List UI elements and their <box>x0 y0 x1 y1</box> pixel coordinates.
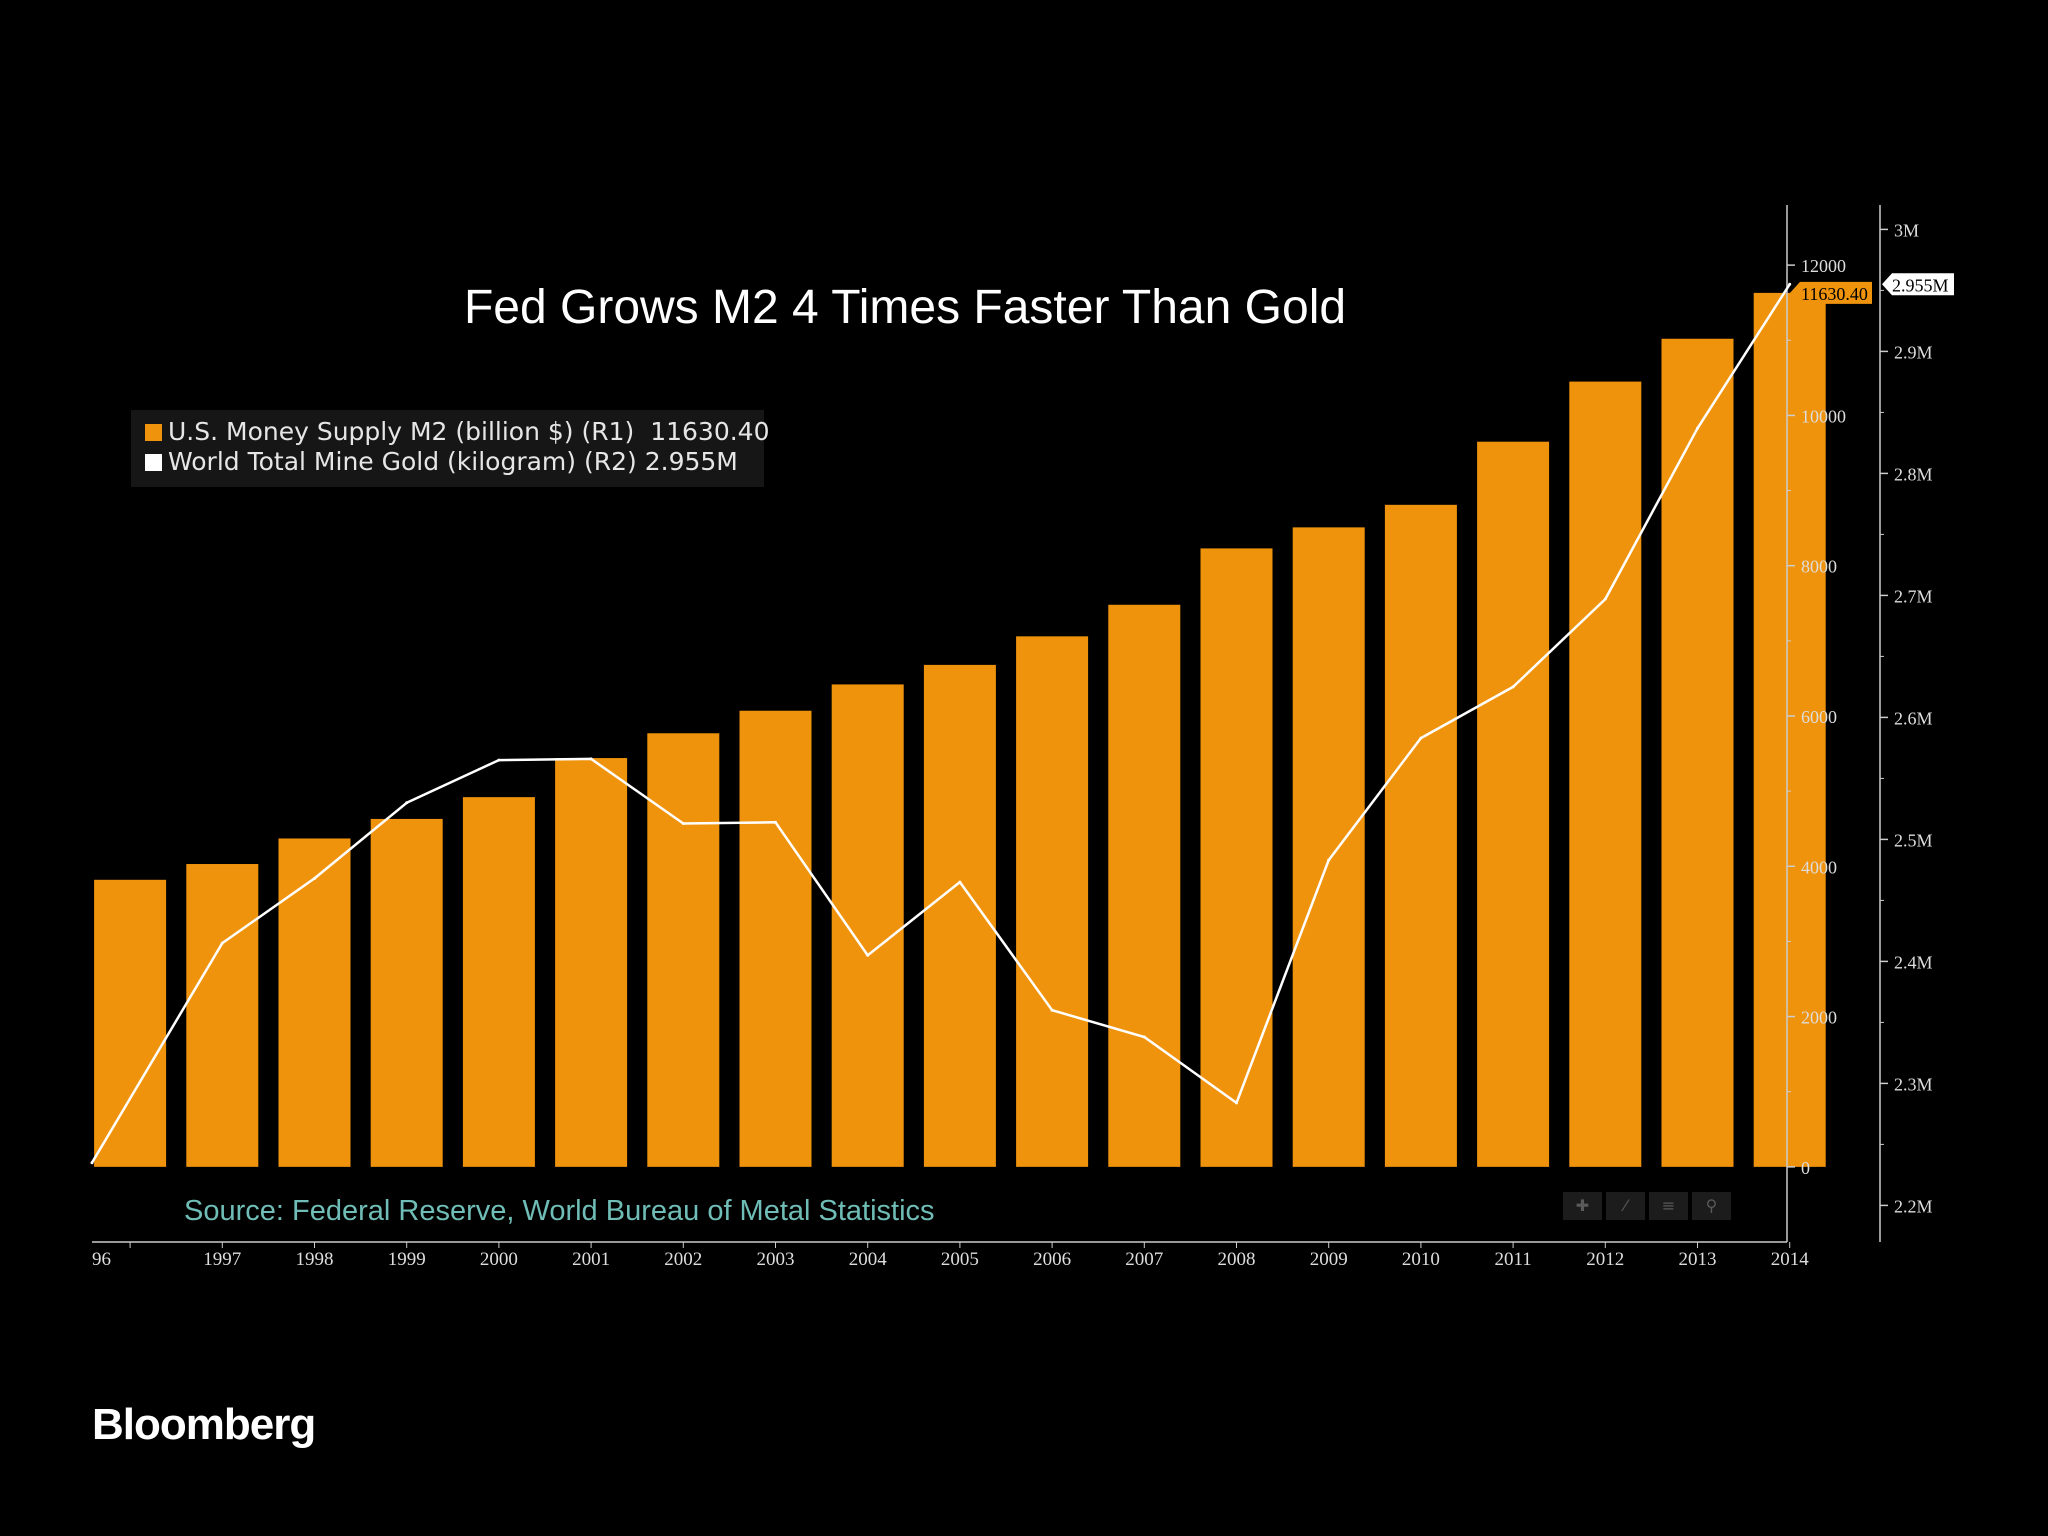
r2-tick-label-3M: 3M <box>1894 220 1919 240</box>
legend-value-gold: 2.955M <box>644 447 738 476</box>
x-tick-label-2012: 2012 <box>1586 1249 1624 1270</box>
r2-last-value-flag <box>1882 273 1954 296</box>
x-tick-label-2004: 2004 <box>849 1249 888 1270</box>
x-tick-label-2009: 2009 <box>1310 1249 1348 1270</box>
bar-m2-2000 <box>462 797 535 1167</box>
x-tick-label-2010: 2010 <box>1402 1249 1440 1270</box>
legend-item-gold: World Total Mine Gold (kilogram) (R2) 2.… <box>145 447 738 477</box>
legend-swatch-m2 <box>145 424 162 441</box>
bar-m2-2003 <box>739 710 812 1167</box>
r2-tick-label-2.7M: 2.7M <box>1894 586 1933 606</box>
r2-tick-label-2.5M: 2.5M <box>1894 830 1933 850</box>
x-tick-label-2013: 2013 <box>1679 1249 1717 1270</box>
legend-value-m2: 11630.40 <box>650 417 770 446</box>
x-tick-label-2003: 2003 <box>757 1249 795 1270</box>
r2-tick-label-2.2M: 2.2M <box>1894 1196 1933 1216</box>
annotate-icon[interactable]: ⁄ <box>1606 1192 1645 1220</box>
bar-m2-2001 <box>555 758 628 1167</box>
x-tick-label-1997: 1997 <box>203 1249 241 1270</box>
x-tick-label-96: 96 <box>92 1249 111 1270</box>
x-tick-label-2014: 2014 <box>1771 1249 1810 1270</box>
source-note: Source: Federal Reserve, World Bureau of… <box>184 1195 935 1227</box>
r2-tick-label-2.6M: 2.6M <box>1894 708 1933 728</box>
crosshair-icon[interactable]: ✚ <box>1563 1192 1602 1220</box>
legend-label-m2: U.S. Money Supply M2 (billion $) (R1) <box>168 417 635 446</box>
legend: U.S. Money Supply M2 (billion $) (R1) 11… <box>131 410 770 487</box>
chart-title: Fed Grows M2 4 Times Faster Than Gold <box>463 281 1347 334</box>
r1-tick-label-8000: 8000 <box>1801 557 1837 577</box>
x-tick-label-2005: 2005 <box>941 1249 979 1270</box>
legend-swatch-gold <box>145 454 162 471</box>
bar-m2-1998 <box>278 838 351 1167</box>
point-gold-2013 <box>1696 426 1699 430</box>
x-tick-label-2001: 2001 <box>572 1249 610 1270</box>
r2-tick-label-2.4M: 2.4M <box>1894 952 1933 972</box>
x-tick-label-1999: 1999 <box>388 1249 426 1270</box>
r1-tick-label-10000: 10000 <box>1801 406 1846 426</box>
bar-m2-96 <box>94 879 167 1167</box>
list-icon[interactable]: ≡ <box>1649 1192 1688 1220</box>
point-gold-2012 <box>1603 597 1607 601</box>
point-gold-2004 <box>866 953 870 957</box>
point-gold-2014 <box>1788 282 1792 286</box>
bloomberg-logo: Bloomberg <box>92 1400 316 1449</box>
bar-m2-2014 <box>1753 292 1826 1167</box>
bar-m2-2008 <box>1200 548 1273 1167</box>
r2-tick-label-2.3M: 2.3M <box>1894 1074 1933 1094</box>
point-gold-2003 <box>774 820 777 824</box>
point-gold-2001 <box>589 757 593 761</box>
bar-m2-2002 <box>647 733 720 1167</box>
zoom-icon[interactable]: ⚲ <box>1692 1192 1731 1220</box>
point-gold-2008 <box>1235 1101 1238 1105</box>
point-gold-2000 <box>497 758 501 762</box>
r1-tick-label-2000: 2000 <box>1801 1008 1837 1028</box>
legend-item-m2: U.S. Money Supply M2 (billion $) (R1) 11… <box>145 417 770 447</box>
point-gold-2006 <box>1050 1008 1054 1012</box>
bar-m2-2009 <box>1292 527 1365 1167</box>
bar-m2-2004 <box>831 684 904 1167</box>
point-gold-1997 <box>220 941 224 945</box>
point-gold-1999 <box>405 801 409 805</box>
point-gold-2011 <box>1511 685 1515 689</box>
point-gold-2002 <box>681 822 685 826</box>
bar-m2-1999 <box>370 818 443 1167</box>
bar-m2-2012 <box>1569 381 1642 1167</box>
bar-m2-2006 <box>1016 636 1089 1167</box>
chart-toolbar: ✚ ⁄ ≡ ⚲ <box>1563 1192 1731 1220</box>
x-tick-label-2000: 2000 <box>480 1249 518 1270</box>
bar-m2-2010 <box>1384 504 1457 1167</box>
x-tick-label-2007: 2007 <box>1125 1249 1163 1270</box>
r2-last-value-label: 2.955M <box>1892 275 1949 295</box>
bar-m2-2007 <box>1108 604 1181 1167</box>
point-gold-1998 <box>313 876 316 880</box>
point-gold-2010 <box>1419 736 1423 740</box>
r2-tick-label-2.9M: 2.9M <box>1894 342 1933 362</box>
r2-tick-label-2.8M: 2.8M <box>1894 464 1933 484</box>
r1-last-value-label: 11630.40 <box>1801 284 1868 304</box>
point-gold-2009 <box>1327 858 1331 862</box>
legend-label-gold: World Total Mine Gold (kilogram) (R2) <box>168 447 637 476</box>
r1-last-value-flag <box>1790 281 1872 304</box>
point-gold-96 <box>90 1161 94 1165</box>
point-gold-2005 <box>958 880 962 884</box>
r1-tick-label-12000: 12000 <box>1801 256 1846 276</box>
x-tick-label-2006: 2006 <box>1033 1249 1071 1270</box>
x-tick-label-2011: 2011 <box>1494 1249 1531 1270</box>
r1-tick-label-0: 0 <box>1801 1158 1810 1178</box>
bar-m2-1997 <box>186 864 259 1167</box>
r1-tick-label-6000: 6000 <box>1801 707 1837 727</box>
bar-m2-2011 <box>1477 441 1550 1167</box>
x-tick-label-2008: 2008 <box>1218 1249 1256 1270</box>
r1-tick-label-4000: 4000 <box>1801 857 1837 877</box>
x-tick-label-2002: 2002 <box>664 1249 702 1270</box>
bar-m2-2013 <box>1661 338 1734 1167</box>
point-gold-2007 <box>1142 1035 1146 1039</box>
x-tick-label-1998: 1998 <box>296 1249 334 1270</box>
